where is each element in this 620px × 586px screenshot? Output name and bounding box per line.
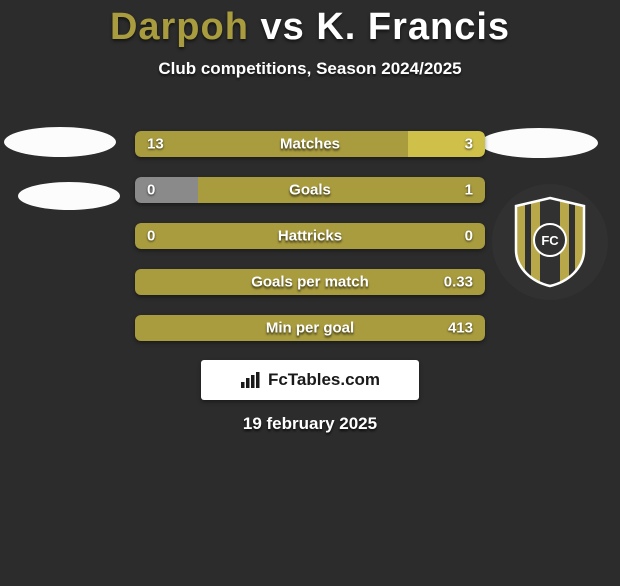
footer-brand-text: FcTables.com [268, 370, 380, 390]
stat-row: 133Matches [135, 131, 485, 157]
footer-brand-badge[interactable]: FcTables.com [201, 360, 419, 400]
generated-date: 19 february 2025 [0, 414, 620, 434]
player-b-club-badge: FC [492, 184, 608, 300]
title-player-a: Darpoh [110, 6, 249, 48]
subtitle: Club competitions, Season 2024/2025 [0, 59, 620, 79]
club-badge-letters: FC [541, 233, 559, 248]
stat-label: Goals per match [135, 274, 485, 291]
stat-row: 413Min per goal [135, 315, 485, 341]
page-title: Darpoh vs K. Francis [0, 6, 620, 49]
stat-label: Matches [135, 136, 485, 153]
comparison-bars: 133Matches 01Goals 00Hattricks 0.33Goals pe… [135, 131, 485, 361]
title-player-b: K. Francis [316, 6, 510, 48]
stat-row: 0.33Goals per match [135, 269, 485, 295]
player-a-photo-placeholder [4, 127, 116, 157]
title-vs: vs [249, 6, 316, 48]
stat-label: Goals [135, 182, 485, 199]
stat-label: Hattricks [135, 228, 485, 245]
stat-row: 01Goals [135, 177, 485, 203]
club-shield-icon: FC [510, 196, 590, 288]
stat-label: Min per goal [135, 320, 485, 337]
bar-chart-icon [240, 371, 262, 389]
player-a-club-placeholder [18, 182, 120, 210]
stat-row: 00Hattricks [135, 223, 485, 249]
player-b-photo-placeholder [480, 128, 598, 158]
